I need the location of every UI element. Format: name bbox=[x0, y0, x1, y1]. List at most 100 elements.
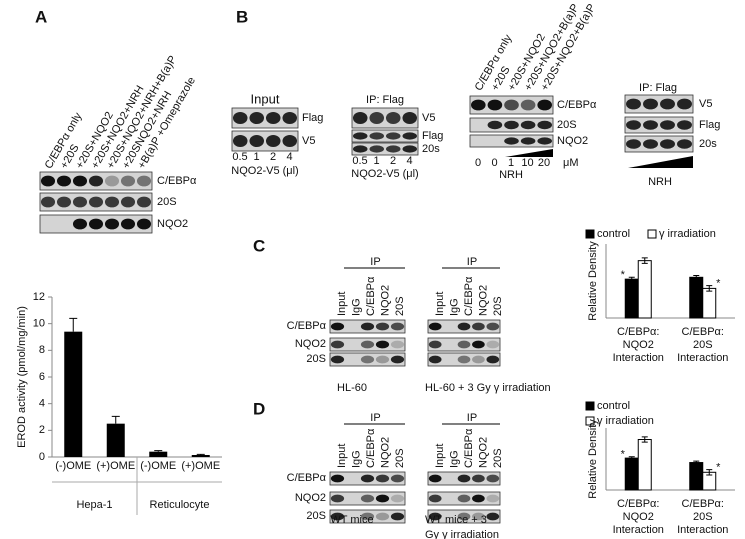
treatment-label: NRH bbox=[648, 176, 672, 188]
blot-band bbox=[385, 132, 401, 140]
blot-title: IP: Flag bbox=[639, 82, 677, 94]
blot-band bbox=[375, 355, 390, 364]
blot-band bbox=[88, 218, 104, 230]
blot-band bbox=[520, 137, 536, 145]
y-tick-label: 0 bbox=[39, 451, 45, 463]
blot-band bbox=[369, 112, 385, 124]
blot-band bbox=[390, 474, 405, 483]
blot-band bbox=[486, 340, 500, 349]
blot-band bbox=[375, 494, 390, 503]
lane-label: C/EBPα bbox=[365, 428, 377, 468]
blot-band bbox=[360, 355, 375, 364]
x-tick-label: (-)OME bbox=[140, 460, 176, 472]
row-label: 20s bbox=[422, 143, 440, 155]
blot-band bbox=[375, 322, 390, 331]
blot-band bbox=[136, 175, 152, 187]
blot-band bbox=[660, 98, 675, 110]
gradient-triangle bbox=[628, 156, 693, 168]
bar bbox=[624, 278, 639, 319]
error-bar bbox=[628, 456, 635, 461]
blot-band bbox=[504, 120, 519, 130]
x-tick-label: C/EBPα: 20S Interaction bbox=[677, 326, 728, 364]
blot-band bbox=[265, 135, 281, 147]
blot-band bbox=[136, 196, 152, 208]
blot bbox=[624, 116, 694, 134]
blot-band bbox=[40, 196, 56, 208]
blot-band bbox=[643, 120, 658, 130]
blot-band bbox=[428, 355, 442, 364]
bar bbox=[106, 423, 125, 457]
blot-band bbox=[677, 98, 692, 110]
blot-band bbox=[360, 494, 375, 503]
blot-band bbox=[104, 218, 120, 230]
caption: HL-60 bbox=[337, 382, 367, 394]
error-bar bbox=[628, 276, 635, 282]
row-label: 20S bbox=[157, 196, 177, 208]
significance-mark: * bbox=[716, 462, 721, 474]
blot-band bbox=[330, 340, 345, 349]
blot-band bbox=[56, 196, 72, 208]
blot-band bbox=[537, 137, 553, 145]
blot-band bbox=[486, 355, 500, 364]
caption: Gy γ irradiation bbox=[425, 529, 499, 539]
lane-label: Input bbox=[434, 444, 446, 468]
blot-band bbox=[472, 512, 485, 521]
blot-band bbox=[352, 132, 368, 140]
blot-band bbox=[677, 139, 692, 149]
blot-band bbox=[504, 137, 519, 145]
blot-band bbox=[402, 132, 418, 140]
y-tick-label: 2 bbox=[39, 424, 45, 436]
legend-label: control bbox=[597, 400, 630, 412]
blot-band bbox=[472, 322, 485, 331]
panel-label: C bbox=[253, 236, 265, 255]
blot-title: IP: Flag bbox=[366, 94, 404, 106]
blot-band bbox=[330, 355, 345, 364]
blot-band bbox=[360, 512, 375, 521]
blot bbox=[351, 129, 419, 143]
error-bar bbox=[196, 453, 205, 455]
error-bar bbox=[693, 460, 700, 465]
blot-band bbox=[120, 196, 136, 208]
bar bbox=[637, 439, 652, 491]
unit-label: NQO2-V5 (μl) bbox=[231, 165, 298, 177]
error-bar bbox=[69, 317, 78, 332]
blot-band bbox=[385, 112, 401, 124]
blot-band bbox=[104, 196, 120, 208]
blot bbox=[624, 94, 694, 114]
blot-band bbox=[626, 98, 641, 110]
y-tick-label: 12 bbox=[33, 291, 45, 303]
blot-band bbox=[457, 355, 471, 364]
blot-band bbox=[472, 355, 485, 364]
blot-band bbox=[486, 494, 500, 503]
group-label: Reticulocyte bbox=[150, 499, 210, 511]
lane-label: IgG bbox=[448, 298, 460, 316]
bar bbox=[689, 276, 704, 319]
blot-band bbox=[472, 340, 485, 349]
lane-label: NQO2 bbox=[477, 285, 489, 316]
x-tick-label: (+)OME bbox=[181, 460, 220, 472]
y-axis-label: Relative Density bbox=[587, 241, 599, 321]
blot-band bbox=[428, 340, 442, 349]
legend-label: γ irradiation bbox=[597, 415, 654, 427]
blot-band bbox=[88, 196, 104, 208]
error-bar bbox=[111, 415, 120, 424]
blot-band bbox=[104, 175, 120, 187]
blot-band bbox=[385, 145, 401, 153]
legend-swatch bbox=[647, 229, 657, 239]
caption: WT mice bbox=[330, 514, 373, 526]
blot-band bbox=[457, 340, 471, 349]
legend-label: control bbox=[597, 228, 630, 240]
ip-header: IP bbox=[467, 412, 477, 424]
significance-mark: * bbox=[621, 449, 626, 461]
row-label: NQO2 bbox=[557, 135, 588, 147]
error-bar bbox=[641, 257, 648, 264]
error-bar bbox=[154, 450, 163, 452]
bar bbox=[624, 457, 639, 491]
blot-band bbox=[470, 99, 486, 111]
x-tick-label: C/EBPα: 20S Interaction bbox=[677, 498, 728, 536]
row-label: C/EBPα bbox=[287, 320, 327, 332]
lane-label: 20S bbox=[394, 296, 406, 316]
blot bbox=[624, 135, 694, 153]
blot-band bbox=[504, 99, 519, 111]
blot-band bbox=[428, 322, 442, 331]
